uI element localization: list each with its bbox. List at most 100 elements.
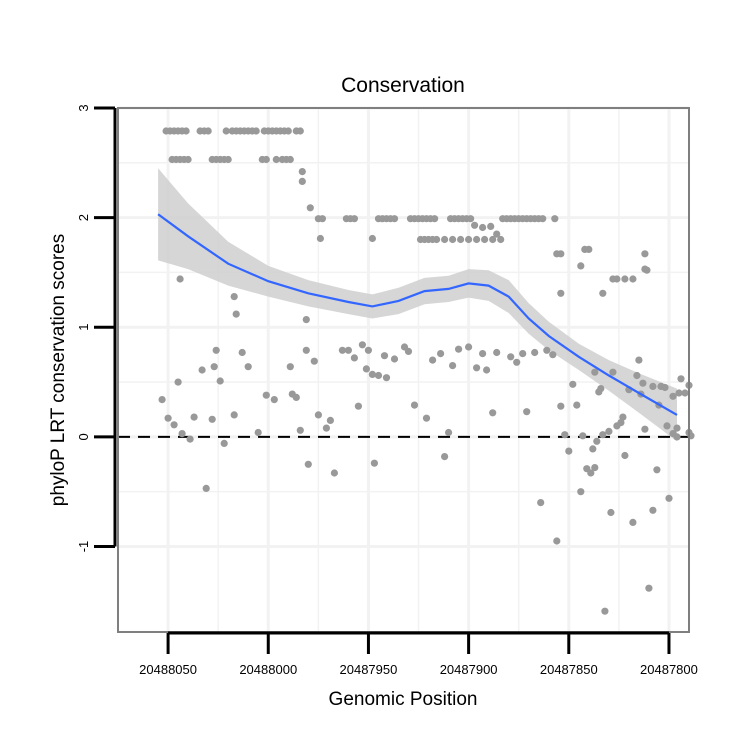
- data-point: [272, 155, 280, 164]
- y-tick-label: 2: [76, 214, 91, 221]
- data-point: [473, 364, 481, 372]
- data-point: [531, 348, 539, 357]
- data-point: [390, 355, 399, 363]
- x-tick-label: 20488000: [239, 662, 297, 677]
- data-point: [589, 445, 597, 453]
- data-point: [665, 494, 673, 502]
- data-point: [605, 427, 613, 435]
- data-point: [170, 421, 178, 429]
- data-point: [609, 368, 617, 376]
- data-point: [216, 377, 224, 385]
- data-point: [579, 432, 587, 440]
- data-point: [382, 374, 391, 382]
- data-point: [661, 383, 669, 392]
- data-point: [591, 368, 599, 376]
- data-point: [380, 352, 389, 360]
- data-point: [457, 235, 465, 244]
- data-point: [489, 235, 497, 244]
- data-point: [577, 488, 585, 496]
- chart-title: Conservation: [341, 74, 465, 97]
- data-point: [473, 235, 481, 244]
- data-point: [186, 435, 194, 443]
- data-point: [422, 414, 431, 422]
- data-point: [613, 275, 621, 283]
- data-point: [591, 464, 599, 472]
- data-point: [629, 275, 637, 283]
- data-point: [449, 362, 457, 370]
- data-point: [368, 234, 376, 243]
- data-point: [354, 402, 362, 410]
- data-point: [224, 155, 232, 164]
- data-point: [284, 127, 292, 135]
- data-point: [465, 235, 473, 244]
- data-point: [493, 230, 501, 238]
- data-point: [178, 430, 186, 438]
- data-point: [649, 506, 657, 514]
- data-point: [595, 388, 603, 396]
- data-point: [298, 168, 306, 176]
- data-point: [230, 411, 238, 419]
- data-point: [298, 177, 306, 185]
- data-point: [437, 350, 445, 358]
- data-point: [633, 371, 641, 380]
- data-point: [441, 453, 449, 461]
- data-point: [306, 204, 314, 212]
- data-point: [539, 215, 547, 223]
- data-point: [230, 293, 238, 301]
- data-point: [368, 370, 376, 378]
- data-point: [212, 346, 220, 354]
- y-axis-label: phyloP LRT conservation scores: [48, 234, 69, 507]
- data-point: [322, 424, 330, 432]
- data-point: [523, 408, 531, 416]
- data-point: [561, 431, 569, 439]
- data-point: [204, 127, 212, 135]
- data-point: [681, 389, 689, 397]
- data-point: [599, 431, 607, 439]
- data-point: [202, 484, 210, 492]
- data-point: [410, 401, 419, 409]
- data-point: [244, 363, 252, 371]
- data-point: [232, 310, 240, 318]
- data-point: [314, 411, 322, 419]
- data-point: [190, 413, 198, 421]
- data-point: [587, 469, 595, 477]
- data-point: [310, 357, 318, 365]
- data-point: [629, 518, 637, 527]
- data-point: [551, 215, 559, 223]
- data-point: [537, 499, 545, 507]
- data-point: [176, 275, 184, 283]
- data-point: [326, 416, 334, 424]
- data-point: [635, 356, 643, 364]
- data-point: [479, 350, 487, 358]
- data-point: [649, 382, 657, 390]
- data-point: [296, 127, 304, 135]
- data-point: [607, 508, 615, 517]
- data-point: [483, 366, 491, 374]
- data-point: [543, 346, 551, 354]
- data-point: [270, 396, 278, 404]
- data-point: [593, 437, 601, 445]
- data-point: [557, 250, 565, 258]
- data-point: [262, 155, 270, 164]
- x-tick-label: 20487950: [340, 662, 398, 677]
- data-point: [302, 316, 310, 324]
- data-point: [557, 289, 565, 297]
- data-point: [338, 346, 346, 354]
- data-point: [513, 358, 521, 366]
- data-point: [585, 245, 593, 253]
- data-point: [404, 347, 413, 355]
- data-point: [449, 235, 457, 244]
- data-point: [519, 350, 527, 358]
- data-point: [220, 439, 228, 447]
- data-point: [493, 348, 501, 357]
- data-point: [619, 413, 627, 421]
- y-tick-label: 0: [76, 433, 91, 440]
- data-point: [471, 221, 479, 229]
- data-point: [198, 366, 206, 374]
- data-point: [238, 348, 246, 357]
- data-point: [641, 425, 649, 433]
- data-point: [601, 607, 609, 615]
- data-point: [433, 235, 441, 244]
- data-point: [374, 371, 383, 380]
